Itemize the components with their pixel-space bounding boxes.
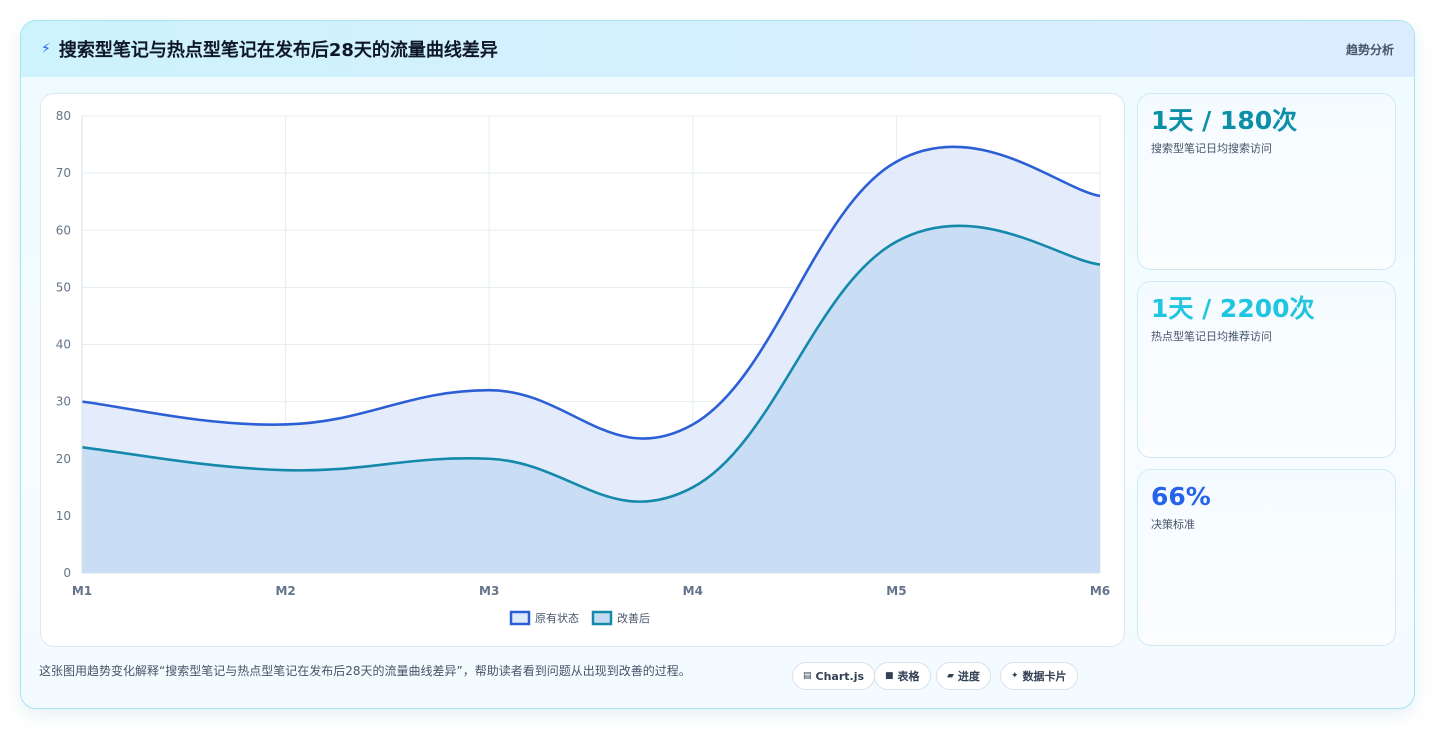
chart-icon: ▤ xyxy=(803,671,812,681)
bolt-icon: ⚡ xyxy=(41,41,51,57)
y-tick-label: 60 xyxy=(56,223,71,237)
x-tick-label: M4 xyxy=(683,584,703,598)
y-tick-label: 20 xyxy=(56,452,71,466)
chart-caption: 这张图用趋势变化解释“搜索型笔记与热点型笔记在发布后28天的流量曲线差异”，帮助… xyxy=(39,664,691,678)
pill-table[interactable]: ■ 表格 xyxy=(874,662,931,690)
x-tick-label: M3 xyxy=(479,584,499,598)
pill-progress[interactable]: ▰ 进度 xyxy=(936,662,991,690)
progress-icon: ▰ xyxy=(947,671,954,681)
line-chart: 0 10 20 30 40 50 60 70 80 M1 M2 M3 M4 M5 M6 原有状态 改善后 xyxy=(56,109,1110,626)
y-tick-label: 10 xyxy=(56,509,71,523)
legend-label-2: 改善后 xyxy=(617,611,650,625)
trend-analysis-tag: 趋势分析 xyxy=(1345,42,1394,57)
series-line-2 xyxy=(81,224,1101,503)
chart-panel: 0 10 20 30 40 50 60 70 80 M1 M2 M3 M4 M5 M6 原有状态 改善后 xyxy=(40,93,1125,647)
x-tick-label: M5 xyxy=(886,584,906,598)
pill-label: 进度 xyxy=(957,670,980,683)
legend-label-1: 原有状态 xyxy=(535,611,579,625)
y-tick-label: 80 xyxy=(56,109,71,123)
legend-swatch-1 xyxy=(509,610,531,626)
y-tick-label: 0 xyxy=(63,566,71,580)
x-tick-label: M1 xyxy=(72,584,92,598)
card-header: ⚡ 搜索型笔记与热点型笔记在发布后28天的流量曲线差异 趋势分析 xyxy=(21,21,1414,77)
y-tick-label: 50 xyxy=(56,280,71,294)
table-icon: ■ xyxy=(885,671,894,681)
x-tick-label: M6 xyxy=(1090,584,1110,598)
y-tick-label: 40 xyxy=(56,338,71,352)
stat-value: 1天 / 2200次 xyxy=(1151,294,1315,323)
y-tick-label: 70 xyxy=(56,166,71,180)
series-line-1 xyxy=(81,145,1101,440)
stat-label: 热点型笔记日均推荐访问 xyxy=(1151,330,1272,343)
series-area-2 xyxy=(82,225,1100,573)
legend-swatch-2 xyxy=(591,610,613,626)
y-tick-label: 30 xyxy=(56,395,71,409)
stat-value: 66% xyxy=(1151,482,1211,511)
page-title: 搜索型笔记与热点型笔记在发布后28天的流量曲线差异 xyxy=(58,40,498,61)
pill-label: 表格 xyxy=(897,670,920,683)
stat-card-hot: 1天 / 2200次 热点型笔记日均推荐访问 xyxy=(1137,281,1396,458)
stat-card-decision: 66% 决策标准 xyxy=(1137,469,1396,646)
stat-card-search: 1天 / 180次 搜索型笔记日均搜索访问 xyxy=(1137,93,1396,270)
pill-label: Chart.js xyxy=(815,669,865,683)
pill-label: 数据卡片 xyxy=(1022,670,1067,683)
sparkle-icon: ✦ xyxy=(1011,671,1019,681)
dashboard-card: ⚡ 搜索型笔记与热点型笔记在发布后28天的流量曲线差异 趋势分析 0 10 20 30… xyxy=(20,20,1415,709)
stat-label: 决策标准 xyxy=(1151,518,1195,531)
x-tick-label: M2 xyxy=(275,584,295,598)
stat-label: 搜索型笔记日均搜索访问 xyxy=(1151,142,1272,155)
pill-chartjs[interactable]: ▤ Chart.js xyxy=(792,662,876,690)
pill-data-card[interactable]: ✦ 数据卡片 xyxy=(1000,662,1078,690)
stat-value: 1天 / 180次 xyxy=(1151,106,1298,135)
